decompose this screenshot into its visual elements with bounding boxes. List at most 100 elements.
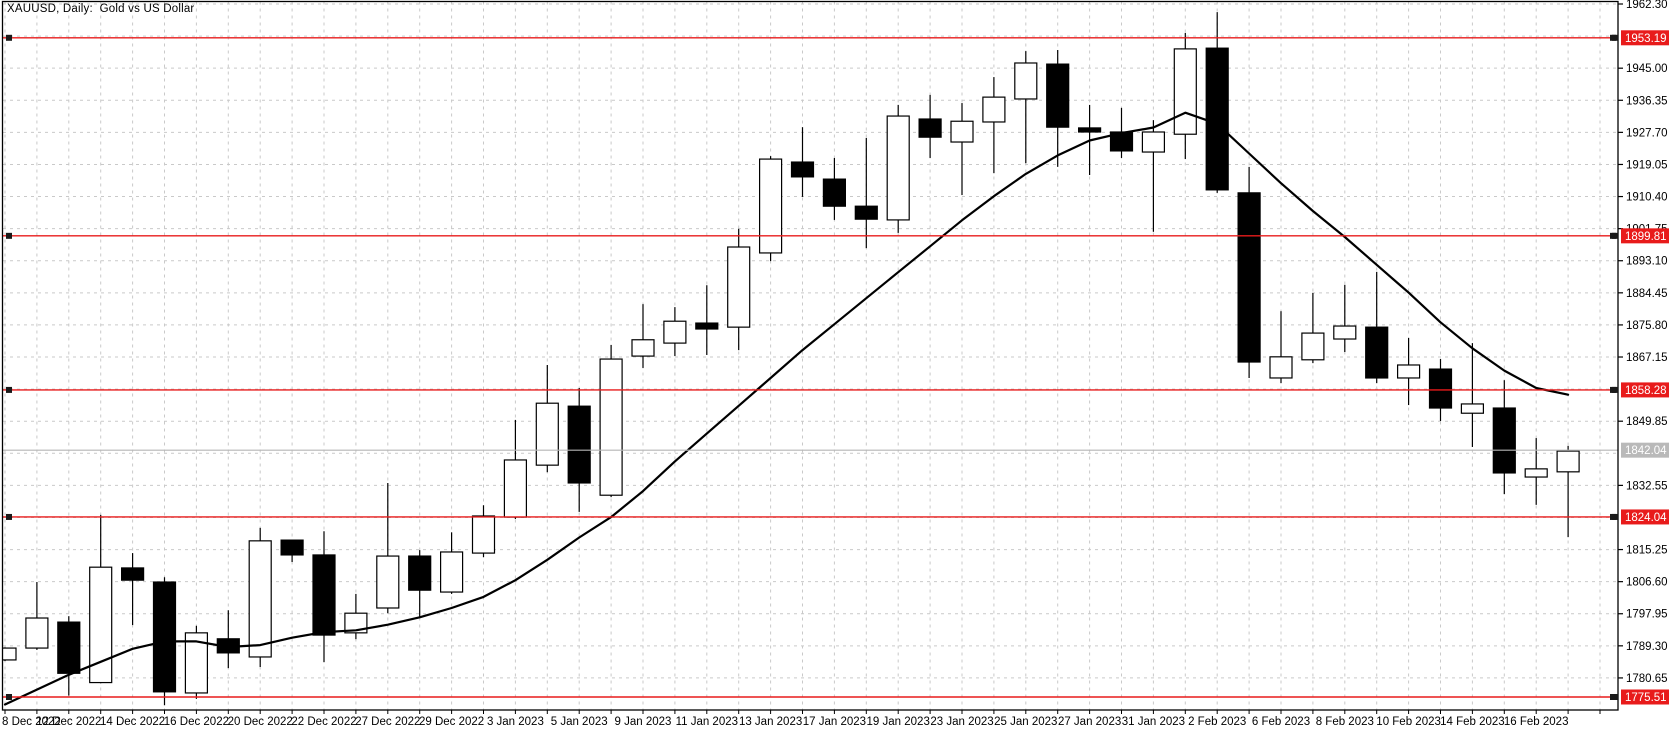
price-axis-label: 1797.95 [1626,609,1668,621]
price-axis-label: 1927.70 [1626,127,1668,139]
price-axis-label: 1962.30 [1626,0,1668,11]
date-axis-label: 16 Dec 2022 [164,716,229,728]
date-axis-label: 5 Jan 2023 [551,716,608,728]
candle [1046,50,1070,167]
date-axis-label: 8 Feb 2023 [1316,716,1374,728]
candle [1014,51,1038,164]
price-axis-label: 1936.35 [1626,95,1668,107]
candle [790,127,815,197]
hline-price-label: 1899.81 [1612,228,1669,244]
candle [1492,380,1516,495]
price-axis-label: 1893.10 [1626,256,1668,268]
price-axis-label: 1780.65 [1626,673,1668,685]
candle [727,228,751,351]
hline-price-label: 1953.19 [1612,30,1669,46]
svg-text:1775.51: 1775.51 [1625,692,1667,704]
date-axis-label: 31 Jan 2023 [1122,716,1185,728]
price-axis-label: 1945.00 [1626,63,1668,75]
candle [1460,343,1485,447]
hline-anchor-left[interactable] [6,694,12,700]
price-axis-label: 1919.05 [1626,159,1668,171]
date-axis-label: 14 Feb 2023 [1440,716,1505,728]
date-axis-label: 29 Dec 2022 [419,716,484,728]
date-axis-label: 10 Feb 2023 [1376,716,1441,728]
candle [216,610,240,669]
horizontal-line[interactable] [3,513,1618,520]
svg-text:1842.04: 1842.04 [1625,445,1667,457]
candle [1141,120,1166,232]
candle [1396,337,1421,406]
date-axis-label: 12 Dec 2022 [36,716,101,728]
hline-anchor-left[interactable] [6,34,12,41]
price-axis[interactable]: 1962.30 1945.00 1936.35 1927.70 1919.05 1910.… [1612,0,1669,705]
price-axis-label: 1884.45 [1626,288,1668,300]
candle [663,307,687,357]
moving-average-line [3,111,1570,706]
chart-border [1,0,1619,711]
date-axis-label: 27 Dec 2022 [355,716,420,728]
date-axis-label: 23 Jan 2023 [930,716,993,728]
candle [631,304,655,368]
candle [982,77,1006,174]
horizontal-line[interactable] [3,694,1618,700]
candle [89,514,113,684]
candle [1365,271,1389,384]
date-axis-label: 2 Feb 2023 [1188,716,1246,728]
date-axis-label: 16 Feb 2023 [1504,716,1569,728]
candle [3,647,17,662]
chart-title: XAUUSD, Daily: Gold vs US Dollar [7,3,195,15]
svg-text:1899.81: 1899.81 [1625,231,1667,243]
date-axis-label: 22 Dec 2022 [291,716,356,728]
candle [1556,445,1580,538]
date-axis-label: 3 Jan 2023 [487,716,544,728]
candle [152,577,177,706]
date-axis-label: 13 Jan 2023 [739,716,802,728]
price-axis-label: 1815.25 [1626,545,1668,557]
date-axis-label: 25 Jan 2023 [994,716,1057,728]
candle [1237,166,1261,378]
candle [758,156,783,262]
date-axis-label: 19 Jan 2023 [867,716,930,728]
candle [280,539,304,562]
hline-anchor-left[interactable] [6,386,12,393]
candle [57,616,81,696]
hline-price-label: 1775.51 [1612,689,1669,705]
candle [471,505,496,558]
candle [184,625,208,699]
candle [599,344,623,498]
candle [408,550,432,618]
hline-price-label: 1824.04 [1612,509,1669,525]
horizontal-lines[interactable] [3,34,1618,700]
hline-price-label: 1858.28 [1612,382,1669,398]
price-axis-label: 1910.40 [1626,192,1668,204]
date-axis-label: 9 Jan 2023 [615,716,672,728]
candle [120,553,145,626]
candle [344,593,368,640]
horizontal-line[interactable] [3,232,1618,239]
candle [1205,12,1229,193]
hline-anchor-left[interactable] [6,232,12,239]
candle [1173,32,1197,160]
price-axis-label: 1806.60 [1626,577,1668,589]
svg-text:1858.28: 1858.28 [1625,385,1667,397]
candle [535,364,559,473]
date-axis-label: 8 Dec 2022 [2,716,61,728]
date-axis-label: 17 Jan 2023 [803,716,866,728]
candle [950,103,974,196]
candle [248,527,272,667]
candle [1301,293,1325,364]
hline-anchor-left[interactable] [6,513,12,520]
horizontal-line[interactable] [3,386,1618,393]
candle [567,387,591,512]
candle [25,582,49,650]
candle [503,419,527,519]
price-axis-label: 1867.15 [1626,352,1668,364]
svg-text:1824.04: 1824.04 [1625,512,1667,524]
date-axis-label: 14 Dec 2022 [100,716,165,728]
candle [854,137,878,249]
candle [822,157,847,220]
candle [440,532,464,594]
